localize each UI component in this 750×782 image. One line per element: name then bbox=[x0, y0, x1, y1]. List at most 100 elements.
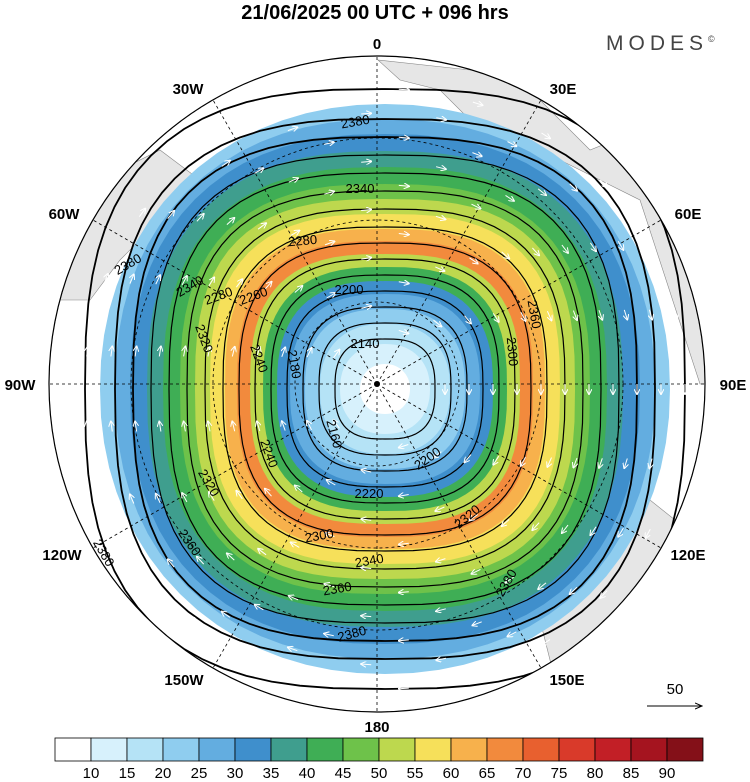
wind-vector bbox=[618, 527, 624, 537]
wind-vector bbox=[472, 622, 482, 626]
lon-label-0: 0 bbox=[373, 36, 381, 53]
wind-vector bbox=[156, 275, 160, 285]
wind-vector bbox=[287, 127, 297, 130]
wind-vector bbox=[465, 454, 472, 463]
map-title: 21/06/2025 00 UTC + 096 hrs bbox=[241, 2, 509, 24]
contour-label: 2380 bbox=[340, 112, 371, 132]
contour-label: 2340 bbox=[354, 551, 385, 571]
wind-vector bbox=[507, 141, 517, 147]
wind-vectors bbox=[87, 89, 685, 688]
wind-vector bbox=[398, 89, 409, 90]
wind-vector bbox=[257, 421, 260, 432]
wind-vector bbox=[599, 458, 602, 468]
wind-vector bbox=[674, 309, 677, 320]
contour-line bbox=[168, 172, 602, 606]
contour-label: 2180 bbox=[285, 349, 305, 380]
wind-vector bbox=[399, 688, 409, 689]
wind-vector bbox=[399, 640, 409, 641]
wind-vector bbox=[232, 347, 234, 357]
wind-vector bbox=[324, 683, 334, 685]
wind-vector bbox=[257, 347, 260, 357]
contour-label: 2160 bbox=[323, 418, 345, 450]
longitude-label-group: 0 30E 60E 90E 120E 150E 180 150W 120W 90… bbox=[5, 36, 747, 736]
lon-label-60e: 60E bbox=[675, 206, 702, 223]
wind-vector bbox=[361, 258, 371, 260]
wind-vector bbox=[264, 282, 272, 290]
wind-vector bbox=[333, 350, 340, 359]
wind-vector bbox=[257, 223, 266, 230]
wind-vector bbox=[197, 557, 205, 565]
wind-vector bbox=[288, 647, 298, 650]
wind-vector bbox=[361, 568, 372, 569]
wind-vector bbox=[398, 137, 409, 138]
wind-vector bbox=[130, 494, 134, 504]
colorbar-swatch bbox=[234, 737, 272, 762]
wind-vector bbox=[433, 319, 442, 326]
wind-vector bbox=[472, 102, 483, 105]
contour-line bbox=[302, 306, 468, 472]
wind-vector bbox=[87, 422, 88, 432]
wind-vector bbox=[324, 584, 335, 587]
wind-vector bbox=[324, 191, 334, 194]
wind-vector bbox=[464, 315, 471, 324]
colorbar-swatch bbox=[414, 737, 452, 762]
wind-vector bbox=[573, 310, 577, 320]
colorbar-swatch bbox=[54, 737, 92, 762]
contour-line bbox=[318, 322, 452, 456]
wind-vector bbox=[104, 274, 108, 284]
wind-vector bbox=[361, 161, 371, 162]
wind-vector bbox=[282, 347, 285, 357]
wind-vector bbox=[323, 142, 334, 144]
wind-vector bbox=[290, 231, 300, 237]
wind-vector bbox=[537, 188, 546, 195]
wind-vector bbox=[307, 421, 311, 431]
wind-vector bbox=[252, 115, 262, 119]
wind-vector bbox=[190, 617, 198, 624]
meridian-line bbox=[376, 99, 542, 385]
wind-vector bbox=[208, 347, 210, 357]
wind-vector bbox=[253, 658, 263, 662]
wind-vector bbox=[493, 455, 500, 464]
wind-vector bbox=[181, 276, 187, 286]
wind-vector bbox=[538, 582, 547, 589]
wind-vector bbox=[255, 605, 264, 611]
contour-line bbox=[132, 136, 638, 642]
wind-speed-shading bbox=[100, 104, 670, 674]
wind-vector bbox=[435, 216, 446, 219]
lon-label-60w: 60W bbox=[49, 206, 81, 223]
wind-vector bbox=[435, 507, 445, 511]
colorbar-tick-label: 30 bbox=[227, 765, 244, 782]
colorbar-swatch bbox=[594, 737, 632, 762]
wind-vector bbox=[361, 616, 372, 617]
contour-label: 2360 bbox=[525, 299, 545, 330]
wind-vector bbox=[649, 309, 652, 320]
wind-vector bbox=[590, 526, 597, 535]
wind-vector bbox=[624, 309, 627, 320]
lon-label-120w: 120W bbox=[42, 547, 82, 564]
wind-vector bbox=[399, 543, 409, 544]
wind-vector bbox=[521, 456, 526, 466]
wind-vector bbox=[436, 609, 446, 612]
wind-vector bbox=[542, 639, 551, 645]
colorbar-swatch bbox=[342, 737, 380, 762]
wind-vector bbox=[649, 458, 652, 469]
lon-label-150e: 150E bbox=[549, 672, 584, 689]
wind-vector bbox=[159, 347, 161, 357]
wind-vector bbox=[562, 524, 569, 533]
lon-label-90w: 90W bbox=[5, 377, 37, 394]
wind-vector bbox=[182, 493, 188, 503]
wind-vector bbox=[473, 673, 483, 676]
colorbar-tick-label: 35 bbox=[263, 765, 280, 782]
wind-vector bbox=[508, 631, 517, 637]
wind-vector bbox=[532, 522, 540, 530]
wind-vector bbox=[361, 210, 371, 211]
wind-vector bbox=[472, 153, 481, 157]
wind-vector bbox=[624, 458, 627, 469]
wind-vector bbox=[87, 346, 88, 357]
contour-label: 2220 bbox=[355, 486, 384, 501]
wind-vector bbox=[599, 179, 607, 187]
wind-vector bbox=[334, 420, 340, 429]
colorbar-swatch bbox=[126, 737, 164, 762]
wind-vector bbox=[361, 470, 372, 472]
lon-label-150w: 150W bbox=[164, 672, 204, 689]
